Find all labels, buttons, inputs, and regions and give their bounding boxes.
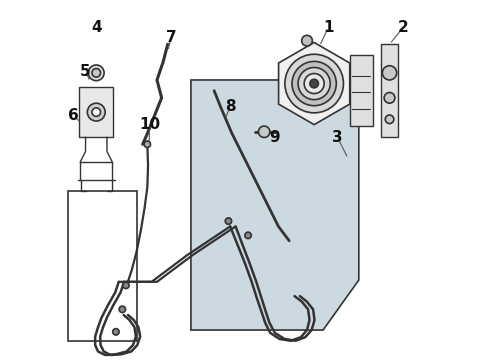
Circle shape [92,68,101,77]
FancyBboxPatch shape [80,87,113,137]
Circle shape [225,218,231,224]
Text: 2: 2 [397,19,408,35]
Circle shape [122,282,129,289]
Polygon shape [190,80,358,330]
Text: 6: 6 [68,108,79,123]
Circle shape [301,35,312,46]
FancyBboxPatch shape [380,44,397,137]
Circle shape [382,66,396,80]
FancyBboxPatch shape [67,191,137,341]
Circle shape [144,141,150,148]
Text: 5: 5 [80,64,91,78]
Circle shape [384,93,394,103]
Circle shape [298,67,329,100]
Circle shape [88,65,104,81]
Circle shape [385,115,393,123]
Circle shape [87,103,105,121]
Circle shape [92,108,101,116]
Circle shape [291,62,336,106]
Circle shape [112,329,119,335]
Text: 1: 1 [323,19,333,35]
Text: 7: 7 [165,30,176,45]
FancyBboxPatch shape [349,55,372,126]
Polygon shape [278,42,349,125]
Circle shape [258,126,269,138]
Text: 8: 8 [224,99,235,114]
Circle shape [119,306,125,312]
Text: 3: 3 [331,130,342,145]
Circle shape [309,79,318,88]
Text: 9: 9 [269,130,280,145]
Circle shape [304,73,324,94]
Circle shape [285,54,343,113]
Text: 4: 4 [91,19,102,35]
Text: 10: 10 [139,117,160,132]
Circle shape [244,232,251,239]
